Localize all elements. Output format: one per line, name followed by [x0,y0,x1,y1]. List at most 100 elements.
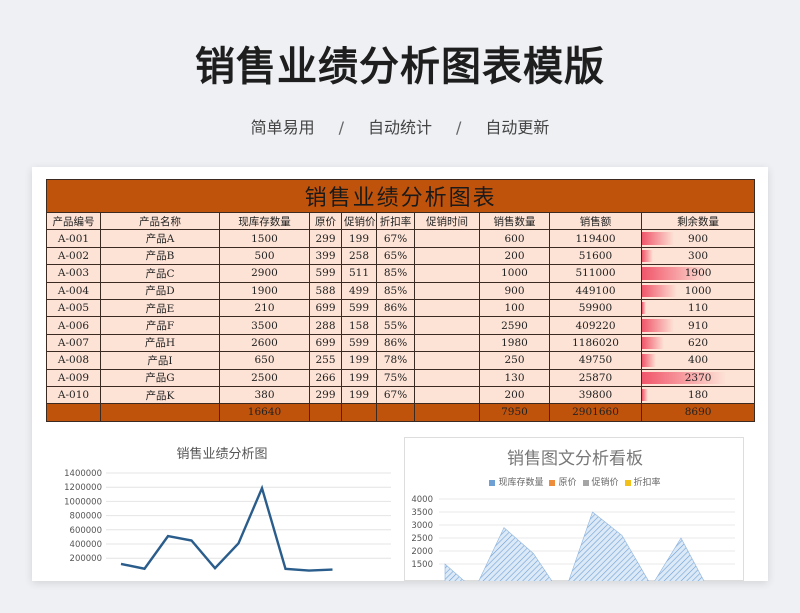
table-row: A-002 产品B 500 399 258 65% 200 51600 300 [46,246,756,266]
table-cell: 499 [341,281,377,300]
remaining-cell: 910 [640,316,756,335]
column-header: 销售额 [549,211,642,231]
line-chart: 销售业绩分析图 1400000 1200000 1000000 800000 60000… [46,439,398,581]
table-cell: 599 [309,264,342,283]
table-cell: 65% [376,246,415,266]
table-cell: 51600 [549,246,642,266]
data-bar [642,371,727,384]
legend-item: 原价 [549,478,577,488]
table-cell: 511 [341,264,377,283]
table-cell: 1186020 [549,333,642,353]
table-cell: 599 [341,298,377,318]
table-cell [414,246,480,266]
table-cell: 100 [479,298,550,318]
column-header: 促销价 [341,211,377,231]
table-cell [414,385,480,405]
table-cell: 1900 [219,281,310,300]
table-cell: 500 [219,246,310,266]
data-bar [642,267,710,280]
table-cell: 2900 [219,264,310,283]
remaining-value: 400 [688,354,709,367]
line-chart-svg: 1400000 1200000 1000000 800000 600000 400000 2… [64,469,391,572]
table-cell: 199 [341,368,377,387]
table-cell: 409220 [549,316,642,335]
y-tick-label: 2500 [411,534,433,544]
y-tick-label: 1400000 [64,469,102,479]
remaining-cell: 110 [640,298,756,318]
table-row: A-010 产品K 380 299 199 67% 200 39800 180 [46,385,756,405]
table-cell: 75% [376,368,415,387]
table-cell [414,298,480,318]
page-title: 销售业绩分析图表模版 [195,44,605,90]
data-bar [642,336,664,350]
area-chart-title: 销售图文分析看板 [507,449,643,469]
table-cell: A-007 [46,333,101,353]
total-cell: 16640 [219,403,310,422]
total-cell [100,403,220,422]
table-cell: 199 [341,229,377,248]
table-cell: 55% [376,316,415,335]
table-cell: 255 [309,351,342,370]
table-cell: 1980 [479,333,550,353]
table-cell: 39800 [549,385,642,405]
table-row: A-008 产品I 650 255 199 78% 250 49750 400 [46,351,756,370]
remaining-value: 300 [688,249,709,262]
table-cell: 699 [309,333,342,353]
area-chart: 销售图文分析看板 现库存数量 原价 促销价 折扣率 4000 3500 3000 2500 2… [404,437,744,581]
table-cell: 49750 [549,351,642,370]
y-tick-label: 200000 [70,554,102,564]
legend-item: 促销价 [582,478,619,488]
remaining-cell: 400 [640,351,756,370]
table-row: A-007 产品H 2600 699 599 86% 1980 1186020 620 [46,333,756,353]
table-cell: 59900 [549,298,642,318]
table-cell: 266 [309,368,342,387]
table-cell: 199 [341,385,377,405]
column-header: 剩余数量 [640,211,756,231]
remaining-value: 910 [688,319,709,332]
remaining-cell: 180 [640,385,756,405]
table-cell [414,229,480,248]
column-header: 产品编号 [46,211,101,231]
legend-label: 现库存数量 [498,478,544,488]
table-cell: 599 [341,333,377,353]
table-cell: 1000 [479,264,550,283]
table-row: A-005 产品E 210 699 599 86% 100 59900 110 [46,298,756,318]
legend-swatch [624,479,631,486]
separator: / [456,118,462,137]
table-cell: A-008 [46,351,101,370]
table-cell: 210 [219,298,310,318]
table-cell: 588 [309,281,342,300]
table-cell: 67% [376,229,415,248]
table-cell: 85% [376,264,415,283]
table-row: A-009 产品G 2500 266 199 75% 130 25870 2370 [46,368,756,387]
spreadsheet-card: 销售业绩分析图表 产品编号 产品名称 现库存数量 原价 促销价 折扣率 促销时间 销售数量 销售… [32,167,768,581]
table-cell: 399 [309,246,342,266]
table-cell [414,351,480,370]
table-cell: 3500 [219,316,310,335]
column-header: 折扣率 [376,211,415,231]
remaining-value: 110 [688,302,709,315]
remaining-value: 2370 [684,371,712,384]
data-bar [642,284,678,297]
table-cell: 258 [341,246,377,266]
legend-swatch [582,479,589,486]
table-cell: 200 [479,246,550,266]
column-header: 原价 [309,211,342,231]
y-tick-label: 1000000 [64,497,102,507]
table-cell: 288 [309,316,342,335]
remaining-cell: 620 [640,333,756,353]
y-tick-label: 3500 [411,508,433,518]
table-cell: 86% [376,333,415,353]
table-cell: 产品H [100,333,220,353]
table-cell: 2600 [219,333,310,353]
data-bar [642,388,649,402]
separator: / [338,118,344,137]
total-cell [414,403,480,422]
remaining-cell: 1000 [640,281,756,300]
table-cell: 85% [376,281,415,300]
table-cell: A-005 [46,298,101,318]
remaining-value: 180 [688,389,709,402]
tag-easy: 简单易用 [250,118,315,137]
table-cell: 299 [309,385,342,405]
y-tick-label: 1500 [411,560,433,570]
